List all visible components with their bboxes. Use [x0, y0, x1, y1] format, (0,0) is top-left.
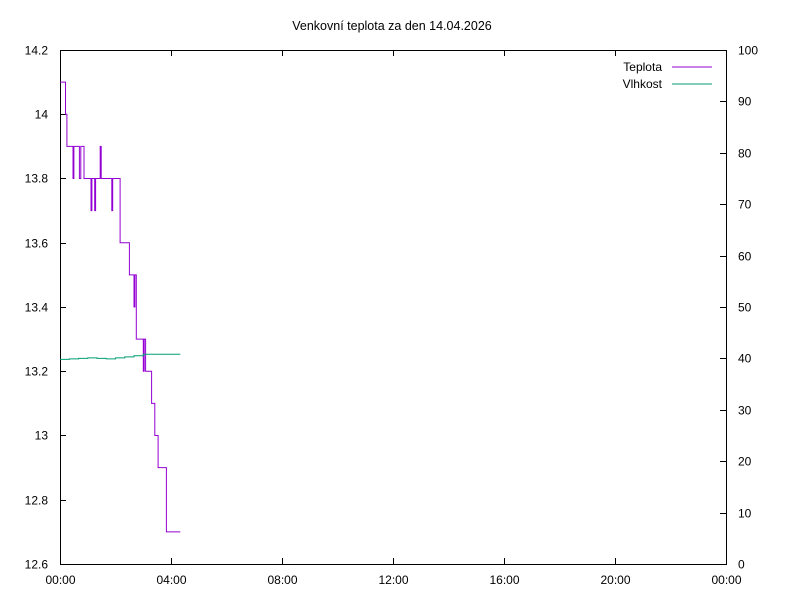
x-tick-label: 12:00 — [378, 573, 408, 587]
y-left-tick-label: 14.2 — [25, 44, 49, 58]
axis-ticks — [60, 50, 727, 565]
y-right-tick-label: 10 — [738, 507, 752, 521]
series-line-vlhkost — [60, 353, 181, 360]
y-right-tick-label: 60 — [738, 250, 752, 264]
x-tick-label: 04:00 — [156, 573, 186, 587]
y-left-tick-label: 13.4 — [25, 301, 49, 315]
y-right-tick-label: 90 — [738, 95, 752, 109]
y-right-tick-label: 40 — [738, 352, 752, 366]
y-left-tick-label: 12.6 — [25, 558, 49, 572]
y-right-tick-label: 100 — [738, 44, 758, 58]
x-tick-label: 00:00 — [45, 573, 75, 587]
x-axis-tick-labels: 00:00 04:00 08:00 12:00 16:00 20:00 00:00 — [45, 573, 741, 587]
legend: Teplota Vlhkost — [623, 60, 712, 91]
x-tick-label: 20:00 — [600, 573, 630, 587]
y-right-tick-label: 80 — [738, 147, 752, 161]
y-right-tick-label: 20 — [738, 455, 752, 469]
x-tick-label: 00:00 — [711, 573, 741, 587]
x-tick-label: 16:00 — [489, 573, 519, 587]
y-right-tick-label: 30 — [738, 404, 752, 418]
y-right-tick-label: 0 — [738, 558, 745, 572]
y-right-tick-label: 50 — [738, 301, 752, 315]
y-left-axis-tick-labels: 12.6 12.8 13 13.2 13.4 13.6 13.8 14 14.2 — [25, 44, 49, 572]
y-right-tick-label: 70 — [738, 198, 752, 212]
y-left-tick-label: 13.8 — [25, 172, 49, 186]
y-right-axis-tick-labels: 0 10 20 30 40 50 60 70 80 90 100 — [738, 44, 758, 572]
legend-label: Teplota — [623, 60, 662, 74]
legend-label: Vlhkost — [623, 77, 663, 91]
y-left-tick-label: 13 — [35, 429, 49, 443]
x-tick-label: 08:00 — [267, 573, 297, 587]
plot-area-border — [60, 50, 727, 565]
y-left-tick-label: 13.2 — [25, 365, 49, 379]
y-left-tick-label: 13.6 — [25, 237, 49, 251]
y-left-tick-label: 12.8 — [25, 494, 49, 508]
series-line-teplota — [60, 81, 181, 533]
y-left-tick-label: 14 — [35, 108, 49, 122]
series-lines — [60, 81, 181, 533]
chart-title: Venkovní teplota za den 14.04.2026 — [292, 19, 492, 33]
